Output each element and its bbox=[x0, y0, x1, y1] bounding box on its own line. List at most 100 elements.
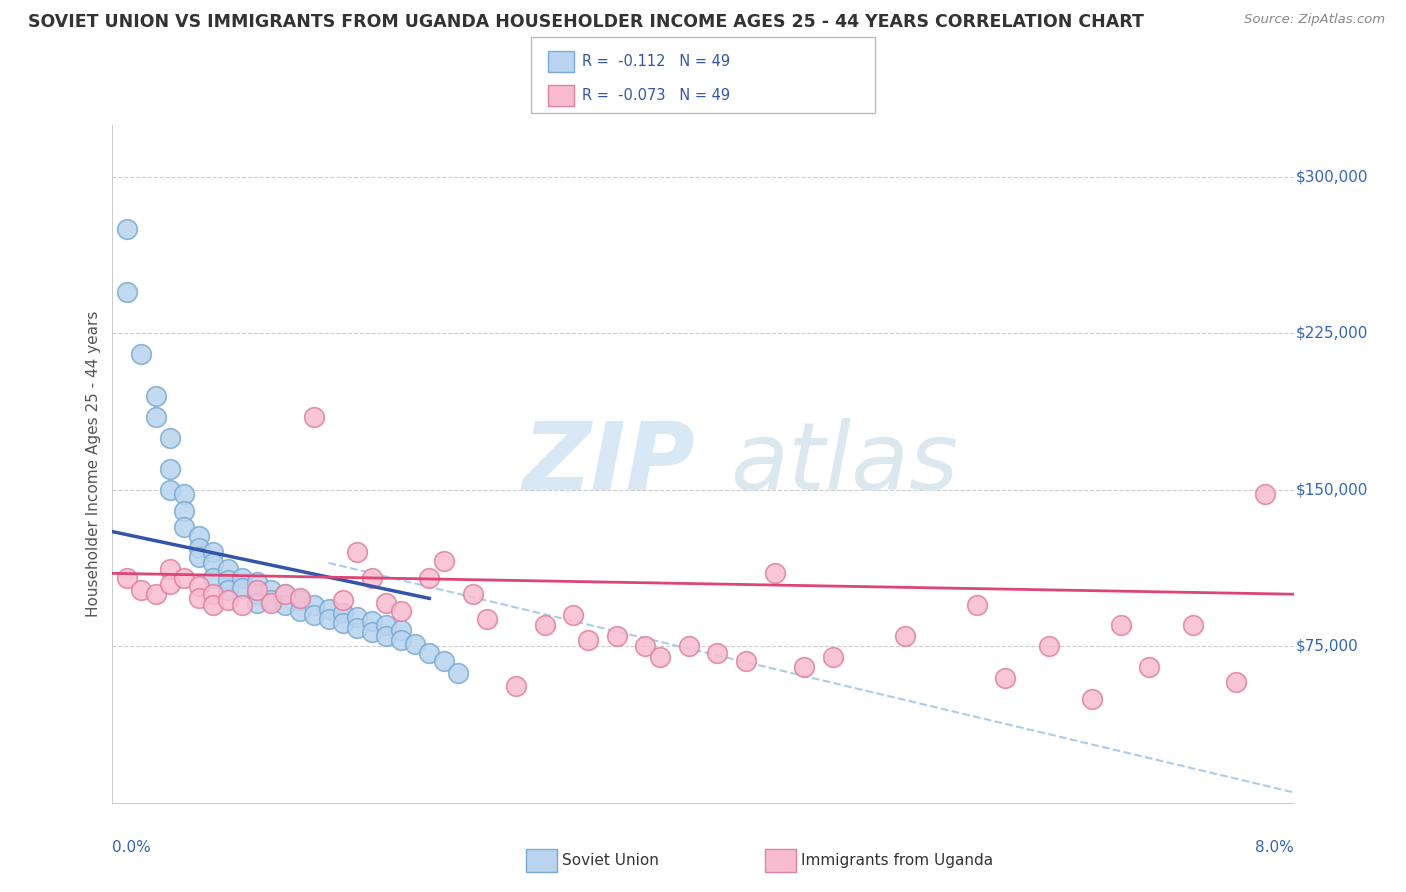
Point bbox=[145, 587, 167, 601]
Point bbox=[274, 587, 297, 601]
Point bbox=[346, 621, 368, 635]
Text: ZIP: ZIP bbox=[522, 417, 695, 510]
Y-axis label: Householder Income Ages 25 - 44 years: Householder Income Ages 25 - 44 years bbox=[86, 310, 101, 617]
Point bbox=[706, 646, 728, 660]
Point bbox=[302, 608, 325, 623]
Point bbox=[231, 570, 253, 584]
Point bbox=[245, 582, 267, 597]
Point bbox=[202, 570, 225, 584]
Point bbox=[1081, 691, 1104, 706]
Point bbox=[648, 649, 671, 664]
Point bbox=[115, 570, 138, 584]
Point bbox=[173, 570, 195, 584]
Point bbox=[129, 347, 152, 361]
Point bbox=[318, 602, 340, 616]
Point bbox=[202, 545, 225, 559]
Point bbox=[288, 591, 311, 606]
Point bbox=[360, 615, 382, 629]
Point bbox=[375, 629, 398, 643]
Point bbox=[606, 629, 628, 643]
Point bbox=[288, 593, 311, 607]
Point bbox=[231, 598, 253, 612]
Text: $75,000: $75,000 bbox=[1296, 639, 1358, 654]
Point bbox=[202, 587, 225, 601]
Point bbox=[966, 598, 988, 612]
Point bbox=[260, 582, 283, 597]
Point bbox=[475, 612, 498, 626]
Point bbox=[245, 574, 267, 589]
Point bbox=[389, 604, 412, 618]
Point bbox=[302, 409, 325, 424]
Point bbox=[260, 596, 283, 610]
Text: Soviet Union: Soviet Union bbox=[562, 854, 659, 868]
Text: atlas: atlas bbox=[731, 418, 959, 509]
Point bbox=[360, 624, 382, 639]
Point bbox=[447, 666, 470, 681]
Point bbox=[404, 637, 426, 651]
Point bbox=[217, 593, 239, 607]
Point bbox=[115, 285, 138, 299]
Point bbox=[678, 640, 700, 654]
Point bbox=[461, 587, 484, 601]
Point bbox=[187, 579, 209, 593]
Point bbox=[332, 616, 354, 631]
Point bbox=[332, 593, 354, 607]
Point bbox=[173, 504, 195, 518]
Point bbox=[1225, 674, 1247, 689]
Point bbox=[360, 570, 382, 584]
Point bbox=[375, 596, 398, 610]
Point bbox=[375, 618, 398, 632]
Text: R =  -0.073   N = 49: R = -0.073 N = 49 bbox=[582, 88, 730, 103]
Point bbox=[145, 409, 167, 424]
Point bbox=[245, 596, 267, 610]
Point bbox=[159, 562, 181, 576]
Text: $300,000: $300,000 bbox=[1296, 169, 1368, 185]
Point bbox=[217, 562, 239, 576]
Point bbox=[763, 566, 786, 581]
Point bbox=[821, 649, 844, 664]
Point bbox=[129, 582, 152, 597]
Point bbox=[115, 222, 138, 236]
Point bbox=[145, 389, 167, 403]
Point bbox=[187, 549, 209, 564]
Point bbox=[1139, 660, 1161, 674]
Point bbox=[187, 529, 209, 543]
Text: R =  -0.112   N = 49: R = -0.112 N = 49 bbox=[582, 54, 730, 70]
Point bbox=[173, 520, 195, 534]
Point bbox=[173, 487, 195, 501]
Point bbox=[1038, 640, 1060, 654]
Point bbox=[793, 660, 815, 674]
Point bbox=[893, 629, 915, 643]
Text: 0.0%: 0.0% bbox=[112, 840, 152, 855]
Text: Source: ZipAtlas.com: Source: ZipAtlas.com bbox=[1244, 13, 1385, 27]
Point bbox=[433, 654, 456, 668]
Text: $150,000: $150,000 bbox=[1296, 483, 1368, 498]
Point bbox=[418, 646, 440, 660]
Point bbox=[735, 654, 758, 668]
Point bbox=[634, 640, 657, 654]
Point bbox=[302, 598, 325, 612]
Point bbox=[332, 606, 354, 620]
Point bbox=[288, 604, 311, 618]
Point bbox=[202, 598, 225, 612]
Point bbox=[576, 633, 599, 648]
Point bbox=[187, 591, 209, 606]
Point bbox=[318, 612, 340, 626]
Text: 8.0%: 8.0% bbox=[1254, 840, 1294, 855]
Point bbox=[274, 587, 297, 601]
Point bbox=[159, 576, 181, 591]
Point bbox=[418, 570, 440, 584]
Point bbox=[159, 431, 181, 445]
Point bbox=[231, 581, 253, 595]
Point bbox=[533, 618, 555, 632]
Point bbox=[1254, 487, 1277, 501]
Point bbox=[260, 593, 283, 607]
Text: Immigrants from Uganda: Immigrants from Uganda bbox=[801, 854, 994, 868]
Point bbox=[187, 541, 209, 556]
Point bbox=[274, 598, 297, 612]
Text: $225,000: $225,000 bbox=[1296, 326, 1368, 341]
Point bbox=[994, 671, 1017, 685]
Point bbox=[433, 554, 456, 568]
Point bbox=[159, 462, 181, 476]
Point bbox=[217, 573, 239, 587]
